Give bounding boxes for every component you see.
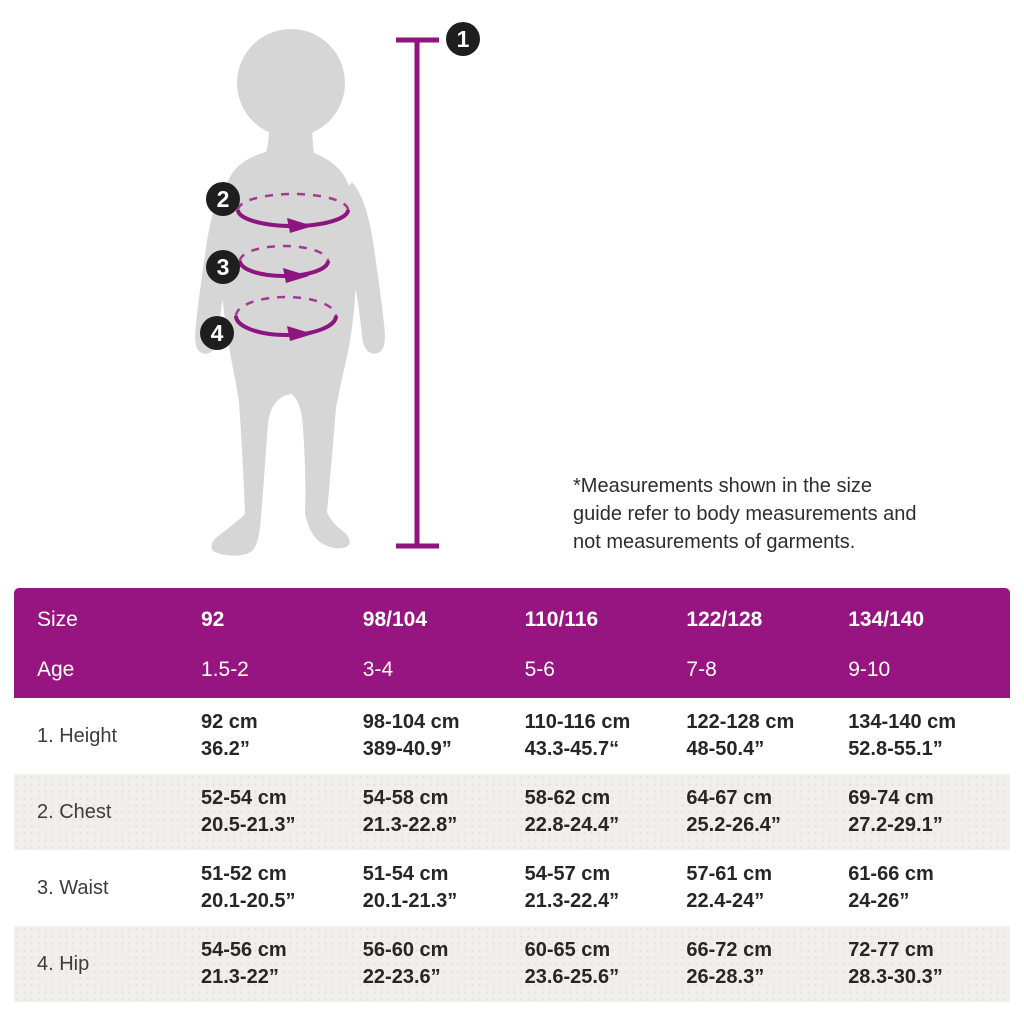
hip-cell-2: 60-65 cm 23.6-25.6” xyxy=(524,939,620,988)
size-row-label: Size xyxy=(37,608,78,631)
measurement-disclaimer: *Measurements shown in the size guide re… xyxy=(573,475,917,553)
chest-cell-0: 52-54 cm 20.5-21.3” xyxy=(201,787,296,836)
age-col-0: 1.5-2 xyxy=(201,658,249,681)
age-col-4: 9-10 xyxy=(848,658,891,681)
waist-cell-0: 51-52 cm 20.1-20.5” xyxy=(201,863,296,912)
chest-cell-4: 69-74 cm 27.2-29.1” xyxy=(848,787,943,836)
hip-cell-0: 54-56 cm 21.3-22” xyxy=(201,939,287,988)
height-cell-1: 98-104 cm 389-40.9” xyxy=(362,711,460,760)
age-col-2: 5-6 xyxy=(524,658,555,681)
row-label-chest: 2. Chest xyxy=(37,800,112,823)
waist-cell-4: 61-66 cm 24-26” xyxy=(848,863,934,912)
size-col-0: 92 xyxy=(201,608,225,631)
waist-measure-ring xyxy=(238,244,330,283)
marker-1-height: 1 xyxy=(446,22,480,56)
size-col-1: 98/104 xyxy=(362,608,428,631)
height-cell-2: 110-116 cm 43.3-45.7“ xyxy=(524,711,631,760)
table-row-waist: 3. Waist 51-52 cm 20.1-20.5” 51-54 cm 20.1… xyxy=(14,850,1010,926)
age-col-3: 7-8 xyxy=(686,658,717,681)
size-col-2: 110/116 xyxy=(524,608,599,631)
marker-3-waist: 3 xyxy=(206,250,240,284)
marker-1-label: 1 xyxy=(457,26,470,52)
size-col-3: 122/128 xyxy=(686,608,763,631)
waist-cell-2: 54-57 cm 21.3-22.4” xyxy=(524,863,620,912)
marker-4-hip: 4 xyxy=(200,316,234,350)
table-row-chest: 2. Chest 52-54 cm 20.5-21.3” 54-58 cm 21.3… xyxy=(14,774,1010,850)
hip-cell-4: 72-77 cm 28.3-30.3” xyxy=(848,939,943,988)
row-label-hip: 4. Hip xyxy=(37,952,90,975)
height-measure-line xyxy=(396,37,439,549)
marker-3-label: 3 xyxy=(217,254,230,280)
height-cell-0: 92 cm 36.2” xyxy=(201,711,258,760)
chest-cell-3: 64-67 cm 25.2-26.4” xyxy=(686,787,781,836)
marker-4-label: 4 xyxy=(211,320,224,346)
row-label-waist: 3. Waist xyxy=(37,876,109,899)
size-guide-table: Size 92 98/104 110/116 122/128 134/140 A… xyxy=(14,588,1010,1002)
child-silhouette-icon xyxy=(195,29,385,556)
waist-cell-1: 51-54 cm 20.1-21.3” xyxy=(362,863,458,912)
marker-2-label: 2 xyxy=(217,186,230,212)
age-col-1: 3-4 xyxy=(362,658,394,681)
marker-2-chest: 2 xyxy=(206,182,240,216)
size-col-4: 134/140 xyxy=(848,608,925,631)
body-measurement-diagram: 1 2 3 4 xyxy=(195,22,480,556)
chest-measure-ring xyxy=(236,192,350,233)
measurement-figure: 1 2 3 4 *Measurements shown in the size … xyxy=(195,22,917,556)
table-row-hip: 4. Hip 54-56 cm 21.3-22” 56-60 cm 22-23.6”… xyxy=(14,926,1010,1002)
chest-cell-1: 54-58 cm 21.3-22.8” xyxy=(362,787,458,836)
age-row-label: Age xyxy=(37,658,75,681)
height-cell-3: 122-128 cm 48-50.4” xyxy=(686,711,795,760)
hip-cell-1: 56-60 cm 22-23.6” xyxy=(362,939,449,988)
waist-cell-3: 57-61 cm 22.4-24” xyxy=(686,863,773,912)
hip-cell-3: 66-72 cm 26-28.3” xyxy=(686,939,773,988)
height-cell-4: 134-140 cm 52.8-55.1” xyxy=(848,711,957,760)
hip-measure-ring xyxy=(234,295,338,341)
table-header: Size 92 98/104 110/116 122/128 134/140 A… xyxy=(14,588,1010,698)
table-row-height: 1. Height 92 cm 36.2” 98-104 cm 389-40.9” … xyxy=(14,698,1010,774)
row-label-height: 1. Height xyxy=(37,724,118,747)
chest-cell-2: 58-62 cm 22.8-24.4” xyxy=(524,787,620,836)
